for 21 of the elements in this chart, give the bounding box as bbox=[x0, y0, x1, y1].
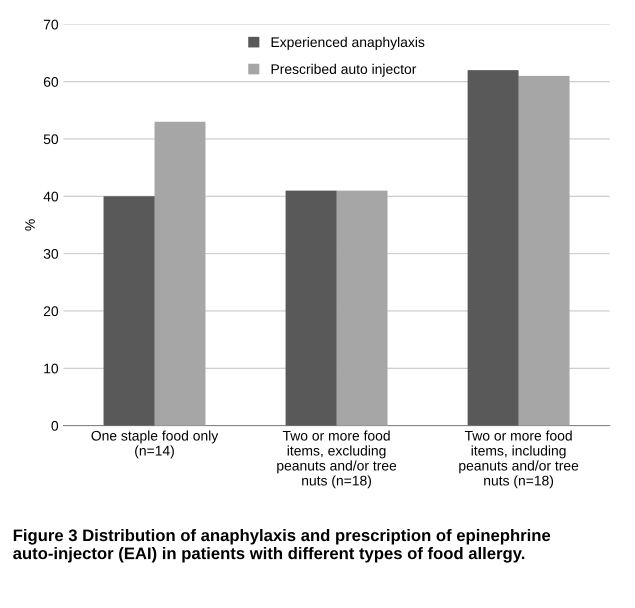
bar bbox=[104, 196, 155, 426]
x-tick-label: One staple food only (n=14) bbox=[91, 430, 218, 458]
y-tick-label: 50 bbox=[44, 134, 58, 144]
bar bbox=[468, 70, 519, 426]
y-tick-label: 20 bbox=[44, 306, 58, 316]
y-tick-label: 0 bbox=[51, 420, 58, 431]
bar bbox=[286, 190, 337, 426]
y-tick-label: 10 bbox=[44, 364, 58, 374]
bar bbox=[154, 122, 206, 426]
x-tick-label: Two or more food items, excluding peanuts and/or tree nuts (n=18) bbox=[277, 430, 396, 488]
legend-label: Prescribed auto injector bbox=[272, 64, 416, 77]
caption: Figure 3 Distribution of anaphylaxis and prescription of epinephrine auto-injector (EAI) in patients with different types of food allergy. bbox=[13, 528, 550, 563]
x-tick-label: Two or more food items, including peanuts and/or tree nuts (n=18) bbox=[459, 430, 578, 488]
y-tick-label: 60 bbox=[44, 76, 58, 87]
legend-label: Experienced anaphylaxis bbox=[272, 36, 424, 50]
bar bbox=[336, 190, 388, 426]
bar bbox=[518, 76, 570, 426]
y-tick-label: 70 bbox=[44, 20, 58, 30]
y-tick-label: 40 bbox=[44, 192, 58, 202]
y-tick-label: 30 bbox=[44, 248, 58, 259]
y-axis-title: % bbox=[25, 219, 35, 231]
